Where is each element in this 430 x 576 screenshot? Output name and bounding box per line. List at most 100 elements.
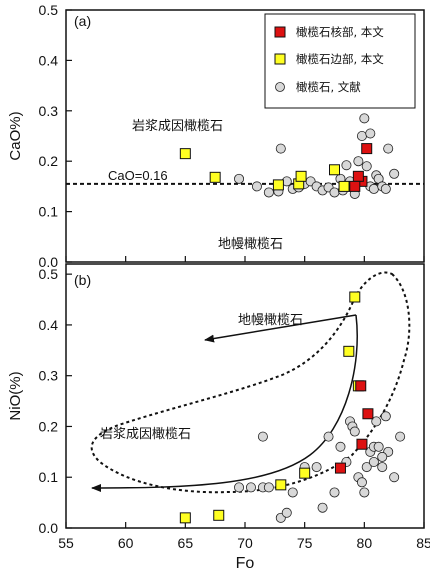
core-point [352,170,364,182]
panel-b-points [179,291,406,524]
literature-point [251,181,262,192]
panel-b-y-tick-label: 0.2 [39,418,59,434]
literature-point [377,451,388,462]
panel-b-y-tick-label: 0.3 [39,368,59,384]
panel-a: 0.0 0.1 0.2 0.3 0.4 0.5 (a) CaO%) CaO=0.16 岩浆… [7,2,425,270]
literature-point [275,143,286,154]
literature-point [329,487,340,498]
panel-a-y-tick-label: 0.4 [39,52,59,68]
core-point [356,438,368,450]
panel-b-y-axis-label: NiO(%) [7,371,24,420]
literature-point [263,482,274,493]
literature-point [353,156,364,167]
x-tick-label: 55 [58,535,74,551]
magmatic-envelope [90,271,411,494]
panel-a-mantle-label: 地幔橄榄石 [218,236,283,252]
literature-point [373,441,384,452]
literature-point [361,462,372,473]
literature-point [311,462,322,473]
legend-rim-label: 橄榄石边部, 本文 [296,52,384,66]
literature-point [380,183,391,194]
x-axis-label: Fo [236,555,255,572]
rim-point [179,512,191,524]
rim-point [349,291,361,303]
literature-point [365,128,376,139]
literature-point [356,130,367,141]
legend-core-label: 橄榄石核部, 本文 [296,25,384,39]
rim-point [209,171,221,183]
legend-literature-label: 橄榄石, 文献 [296,80,361,94]
literature-point [359,113,370,124]
x-tick-label: 65 [178,535,194,551]
literature-point [368,456,379,467]
rim-point [272,179,284,191]
panel-b-mantle-label: 地幔橄榄石 [238,312,303,328]
rim-point [299,467,311,479]
literature-point [377,462,388,473]
core-point [334,462,346,474]
literature-point [317,502,328,513]
panel-b-magmatic-label: 岩浆成因橄榄石 [100,426,191,442]
legend-box [264,13,416,109]
core-point [361,143,373,155]
panel-b-y-tick-label: 0.1 [39,469,59,485]
x-tick-label: 85 [416,535,430,551]
panel-a-label: (a) [74,13,91,29]
literature-point [263,187,274,198]
literature-point [349,426,360,437]
panel-b: 0.0 0.1 0.2 0.3 0.4 0.5 55 60 65 70 75 80 85 (b) Ni… [7,263,430,572]
rim-point [343,345,355,357]
literature-point [335,441,346,452]
x-tick-label: 70 [237,535,253,551]
cao-reference-label: CaO=0.16 [108,168,168,183]
literature-point [245,482,256,493]
rim-point [329,164,340,176]
literature-point [234,482,245,493]
legend-literature-marker [275,82,285,92]
literature-point [395,431,406,442]
rim-point [179,148,191,160]
legend: 橄榄石核部, 本文 橄榄石边部, 本文 橄榄石, 文献 [264,13,416,109]
panel-b-x-ticks: 55 60 65 70 75 80 85 [58,522,430,551]
literature-point [389,168,400,179]
rim-point [275,479,287,491]
core-point [355,380,367,392]
core-point [362,408,374,420]
literature-point [234,173,245,184]
literature-point [287,487,298,498]
panel-a-points [179,113,400,199]
panel-b-y-tick-label: 0.4 [39,317,59,333]
legend-rim-marker [274,53,286,65]
panel-a-y-ticks: 0.0 0.1 0.2 0.3 0.4 0.5 [39,2,72,270]
panel-b-y-tick-label: 0.5 [39,266,59,282]
panel-a-y-tick-label: 0.5 [39,2,59,18]
mantle-trend-arrow [204,314,357,343]
x-tick-label: 75 [297,535,313,551]
panel-a-x-ticks [65,256,425,262]
literature-point [361,161,372,172]
literature-point [359,487,370,498]
rim-point [213,509,225,521]
panel-a-y-tick-label: 0.1 [39,204,59,220]
x-tick-label: 60 [118,535,134,551]
literature-point [281,507,292,518]
literature-point [368,183,379,194]
magmatic-trend-arrow [91,314,358,492]
panel-a-y-tick-label: 0.2 [39,153,59,169]
literature-point [389,472,400,483]
literature-point [371,416,382,427]
literature-point [383,143,394,154]
literature-point [257,431,268,442]
rim-point [295,170,307,182]
legend-core-marker [274,26,286,38]
literature-point [323,431,334,442]
panel-a-y-axis-label: CaO%) [7,111,24,160]
core-point [349,180,361,192]
x-tick-label: 80 [357,535,373,551]
literature-point [329,187,340,198]
rim-point [338,180,350,192]
panel-a-magmatic-label: 岩浆成因橄榄石 [132,118,223,134]
literature-point [341,160,352,171]
panel-a-y-tick-label: 0.0 [39,254,59,270]
